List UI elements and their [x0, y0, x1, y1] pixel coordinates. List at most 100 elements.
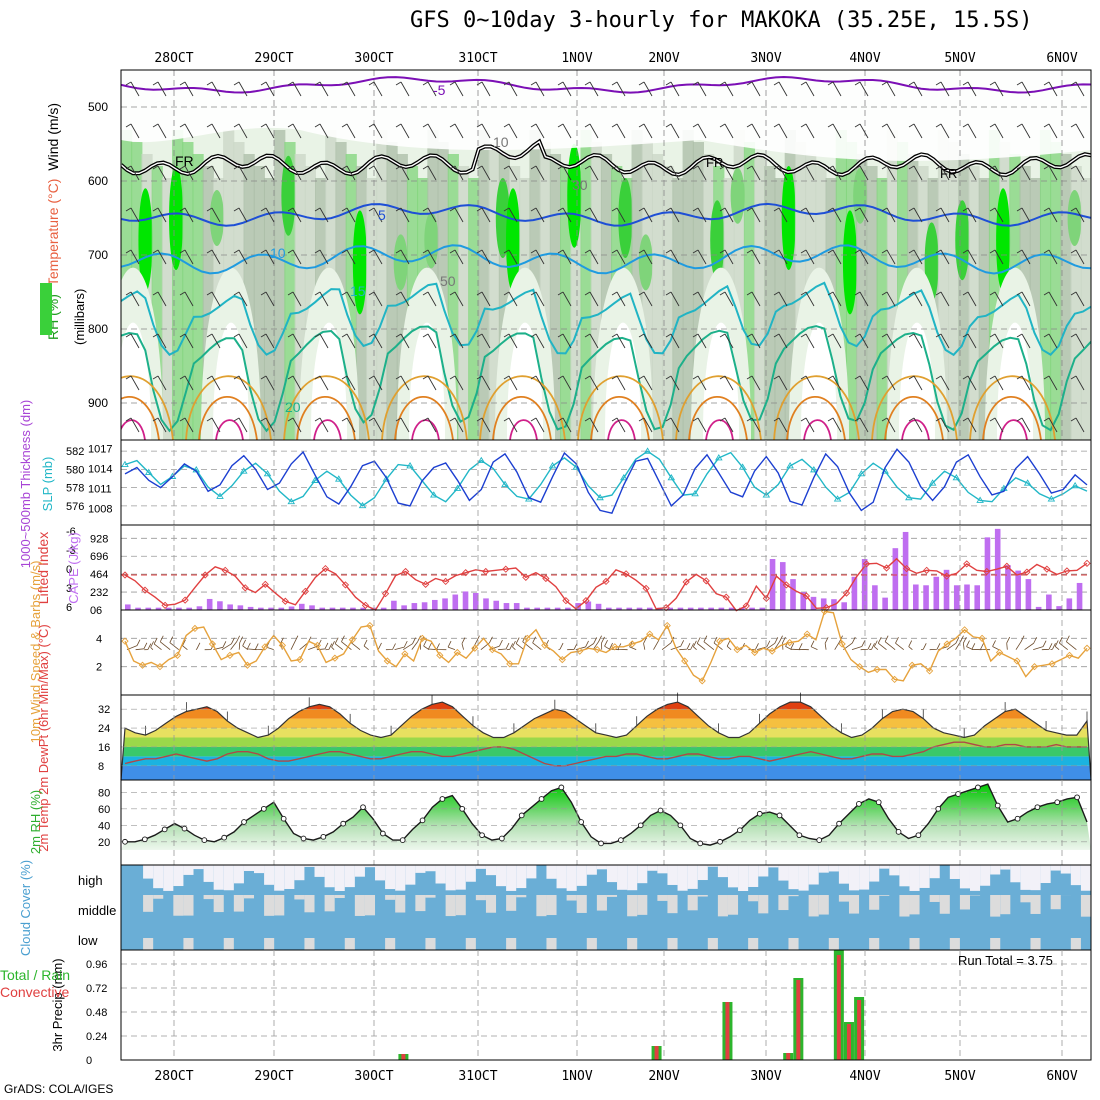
cloud-high-gap	[727, 865, 739, 888]
cloud-high-gap	[909, 865, 920, 891]
rh-dry-core	[213, 322, 249, 440]
wind-barb	[449, 375, 464, 391]
cloud-high-gap	[818, 865, 829, 873]
slp-ytick: 1017	[88, 444, 112, 456]
date-label-bottom: 1NOV	[561, 1069, 592, 1084]
date-label-top: 3NOV	[750, 51, 781, 66]
wind-barb-10m	[810, 640, 818, 651]
contour-label: 20	[285, 399, 301, 415]
lifted-index-line-marker	[702, 577, 710, 585]
wind-barb	[719, 123, 734, 139]
cape-bar	[687, 607, 694, 610]
cape-bar	[913, 584, 919, 610]
wind-barb	[1043, 123, 1058, 139]
cloud-high-gap	[334, 865, 345, 891]
rh-line-marker	[260, 805, 267, 812]
wind-barb	[611, 123, 626, 139]
rh-ytick: 20	[98, 837, 110, 849]
wind-barb	[854, 165, 869, 181]
contour-label: 10	[493, 134, 509, 150]
slp-line-marker	[667, 473, 676, 481]
wind-barb-10m	[402, 637, 416, 651]
wind-barb	[368, 123, 383, 139]
slp-line-marker	[786, 462, 794, 469]
wind-barb	[422, 165, 437, 181]
cape-bar	[360, 607, 366, 610]
upper-yaxis-title: (millibars)	[72, 289, 87, 345]
wind-barb	[395, 123, 410, 139]
date-label-top: 31OCT	[458, 51, 497, 66]
rh-line-marker	[975, 784, 981, 791]
wind-barb	[152, 123, 167, 139]
wind-speed-line-marker	[401, 650, 409, 658]
wind-barb	[1016, 207, 1031, 223]
wind-barb	[935, 81, 950, 97]
wind-barb	[476, 291, 491, 307]
cape-bar	[718, 607, 725, 610]
rh-shade-band	[794, 142, 807, 440]
wind-barb-10m	[567, 643, 578, 651]
wind-barb	[395, 291, 410, 307]
rh-shade-band	[866, 166, 878, 440]
wind-barb-10m	[895, 636, 905, 650]
wind-barb	[557, 123, 572, 139]
wind-barb	[962, 375, 977, 391]
wind-barb	[665, 207, 680, 223]
wind-barb	[260, 249, 275, 265]
precip-convective-bar	[836, 955, 841, 1060]
wind-speed-line-marker	[943, 640, 951, 648]
wind-barb	[287, 123, 302, 139]
cloud-high-gap	[788, 865, 799, 890]
cape-bar	[483, 598, 489, 610]
wind-barb	[800, 291, 815, 307]
isotherm-warm-loop	[871, 375, 958, 440]
wind-barb	[692, 165, 707, 181]
wind-barb	[179, 291, 194, 307]
cape-bar	[380, 607, 387, 610]
cloud-low-gap	[1030, 938, 1041, 950]
cloud-middle-gap	[576, 895, 587, 913]
wind-barb	[854, 417, 869, 433]
wind-barb	[557, 333, 572, 349]
rh-line-marker	[677, 822, 684, 829]
cloud-high-gap	[163, 865, 174, 891]
cloud-high-gap	[606, 865, 618, 883]
cloud-middle-gap	[304, 895, 315, 913]
cloud-high-gap	[526, 865, 537, 879]
rh-shade-band	[978, 178, 990, 440]
cape-bar	[493, 600, 500, 610]
wind-barb	[179, 165, 194, 181]
cloud-high-gap	[647, 865, 658, 871]
wind-barb	[341, 207, 356, 223]
lifted-index-line-marker	[221, 566, 229, 574]
wind-barb-10m	[790, 643, 801, 651]
wind-barb	[260, 375, 275, 391]
wind-barb	[746, 291, 761, 307]
wind-barb	[1043, 249, 1058, 265]
wind-barb	[611, 165, 626, 181]
cloud-middle-gap	[939, 895, 950, 914]
rh-dry-core	[409, 322, 445, 440]
rh-shade-band	[437, 142, 449, 440]
wind-barb	[665, 333, 680, 349]
cape-bar	[698, 607, 704, 610]
wind-barb	[1070, 249, 1085, 265]
cloud-high-gap	[516, 865, 527, 889]
cloud-level-label: middle	[78, 903, 116, 918]
lifted-index-line-marker	[442, 577, 450, 586]
cape-bar	[155, 607, 162, 610]
wind-barb	[1070, 417, 1085, 433]
isotherm-line	[121, 202, 1091, 227]
rh-line-marker	[300, 835, 307, 842]
rh-ylabel: 2m RH (%)	[28, 790, 43, 854]
wind-barb	[503, 249, 518, 265]
cape-bar	[217, 601, 223, 610]
rh-ytick: 80	[98, 787, 110, 799]
rh-shade-band	[172, 130, 184, 440]
wind-barb	[1070, 165, 1085, 181]
wind-barb	[152, 165, 167, 181]
cloud-high-gap	[264, 865, 275, 885]
wind-speed-line-marker	[908, 661, 916, 669]
slp-line-marker	[1047, 495, 1056, 502]
date-label-bottom: 30OCT	[354, 1069, 393, 1084]
